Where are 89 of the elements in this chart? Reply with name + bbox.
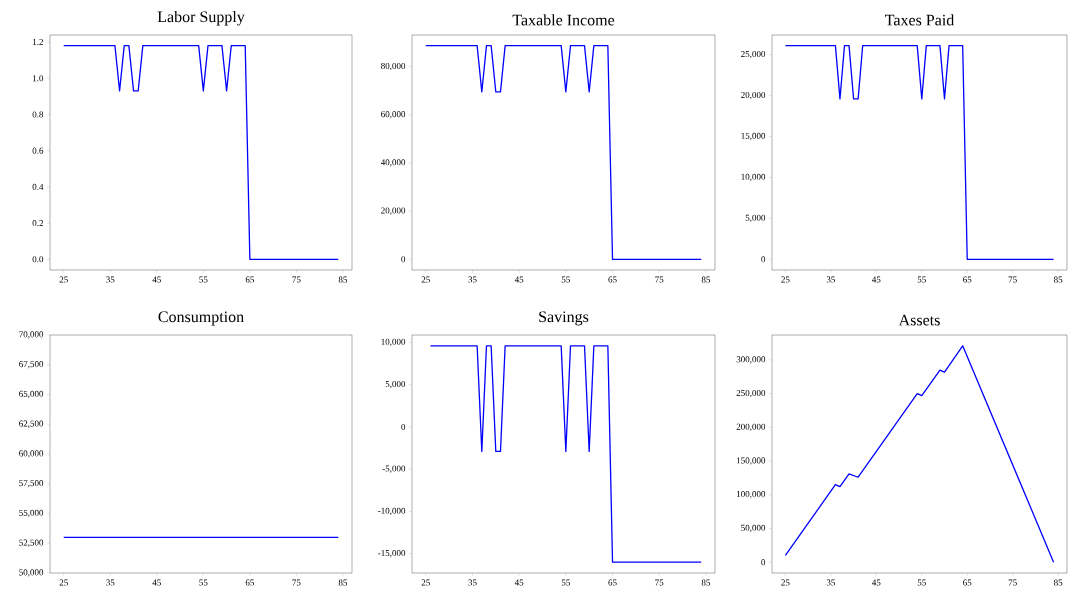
y-tick-label: 25,000 xyxy=(741,50,766,59)
x-tick-label: 85 xyxy=(701,579,711,586)
x-tick-label: 85 xyxy=(338,579,348,586)
chart-title: Taxes Paid xyxy=(885,14,955,26)
x-tick-label: 25 xyxy=(421,276,430,283)
x-tick-label: 65 xyxy=(963,579,972,586)
x-tick-label: 85 xyxy=(338,276,348,283)
chart-title: Consumption xyxy=(158,311,244,326)
y-tick-label: 15,000 xyxy=(741,132,766,141)
y-tick-label: 0.6 xyxy=(32,147,44,154)
x-tick-label: 25 xyxy=(781,579,790,586)
y-tick-label: 50,000 xyxy=(19,569,44,577)
x-tick-label: 25 xyxy=(781,276,790,283)
x-tick-label: 75 xyxy=(1008,579,1017,586)
line-series xyxy=(784,345,1055,563)
x-tick-label: 75 xyxy=(655,579,664,586)
x-tick-label: 45 xyxy=(152,276,161,283)
y-tick-label: 0 xyxy=(401,256,406,263)
x-tick-label: 35 xyxy=(826,276,836,283)
y-tick-label: 67,500 xyxy=(19,361,44,369)
x-tick-label: 65 xyxy=(245,276,255,283)
y-tick-label: 200,000 xyxy=(736,423,766,432)
y-tick-label: 40,000 xyxy=(380,159,406,167)
x-tick-label: 45 xyxy=(152,579,161,586)
x-tick-label: 85 xyxy=(701,276,711,283)
y-tick-label: 1.0 xyxy=(33,75,44,82)
y-tick-label: 0 xyxy=(761,559,766,566)
y-tick-label: 5,000 xyxy=(745,214,766,223)
x-tick-label: 75 xyxy=(292,276,301,283)
y-tick-label: 0 xyxy=(401,423,406,430)
x-tick-label: 45 xyxy=(871,579,881,586)
y-tick-label: 60,000 xyxy=(381,111,406,119)
y-tick-label: 150,000 xyxy=(737,457,766,465)
y-tick-label: 0.2 xyxy=(32,220,43,227)
y-tick-label: 80,000 xyxy=(381,62,406,71)
chart-title: Assets xyxy=(898,314,940,326)
chart-title: Savings xyxy=(539,311,589,326)
x-tick-label: 35 xyxy=(106,276,115,283)
y-tick-label: 0.8 xyxy=(32,111,44,118)
x-tick-label: 25 xyxy=(59,276,68,283)
y-tick-label: 60,000 xyxy=(19,450,44,458)
y-tick-label: 250,000 xyxy=(736,389,766,398)
y-tick-label: 55,000 xyxy=(19,509,44,518)
y-tick-label: 0.4 xyxy=(32,183,44,190)
x-tick-label: 75 xyxy=(655,276,664,283)
y-tick-label: 5,000 xyxy=(385,380,406,389)
x-tick-label: 45 xyxy=(514,276,524,283)
y-tick-label: 300,000 xyxy=(736,356,766,364)
chart-title: Taxable Income xyxy=(512,14,615,26)
y-tick-label: 100,000 xyxy=(737,491,766,499)
x-tick-label: 35 xyxy=(106,579,115,586)
y-tick-label: 20,000 xyxy=(741,91,766,100)
x-tick-label: 35 xyxy=(468,579,477,586)
x-tick-label: 35 xyxy=(468,276,477,283)
y-tick-label: -10,000 xyxy=(378,507,406,516)
y-tick-label: 62,500 xyxy=(19,420,44,428)
y-tick-label: 0 xyxy=(761,256,766,263)
y-tick-label: 52,500 xyxy=(19,539,44,547)
y-tick-label: 1.2 xyxy=(33,39,43,46)
y-tick-label: -15,000 xyxy=(378,550,406,558)
x-tick-label: 65 xyxy=(963,276,972,283)
x-tick-label: 75 xyxy=(292,579,301,586)
y-tick-label: 0.0 xyxy=(32,256,44,263)
x-tick-label: 85 xyxy=(1053,579,1063,586)
chart-title: Labor Supply xyxy=(157,10,245,26)
y-tick-label: 70,000 xyxy=(19,331,44,339)
x-tick-label: 55 xyxy=(917,276,926,283)
x-tick-label: 55 xyxy=(917,579,926,586)
x-tick-label: 65 xyxy=(608,579,617,586)
y-tick-label: 10,000 xyxy=(381,338,406,347)
x-tick-label: 55 xyxy=(199,276,208,283)
x-tick-label: 85 xyxy=(1053,276,1063,283)
x-tick-label: 55 xyxy=(561,276,570,283)
y-tick-label: 10,000 xyxy=(741,173,766,182)
x-tick-label: 75 xyxy=(1008,276,1017,283)
x-tick-label: 25 xyxy=(59,579,68,586)
y-tick-label: 20,000 xyxy=(381,207,406,215)
y-tick-label: 65,000 xyxy=(19,390,44,399)
x-tick-label: 25 xyxy=(421,579,430,586)
x-tick-label: 45 xyxy=(514,579,524,586)
x-tick-label: 65 xyxy=(245,579,255,586)
x-tick-label: 55 xyxy=(561,579,570,586)
x-tick-label: 55 xyxy=(199,579,208,586)
x-tick-label: 45 xyxy=(871,276,881,283)
x-tick-label: 35 xyxy=(826,579,836,586)
y-tick-label: 57,500 xyxy=(19,480,44,488)
y-tick-label: -5,000 xyxy=(382,465,406,473)
y-tick-label: 50,000 xyxy=(741,524,766,533)
x-tick-label: 65 xyxy=(608,276,617,283)
